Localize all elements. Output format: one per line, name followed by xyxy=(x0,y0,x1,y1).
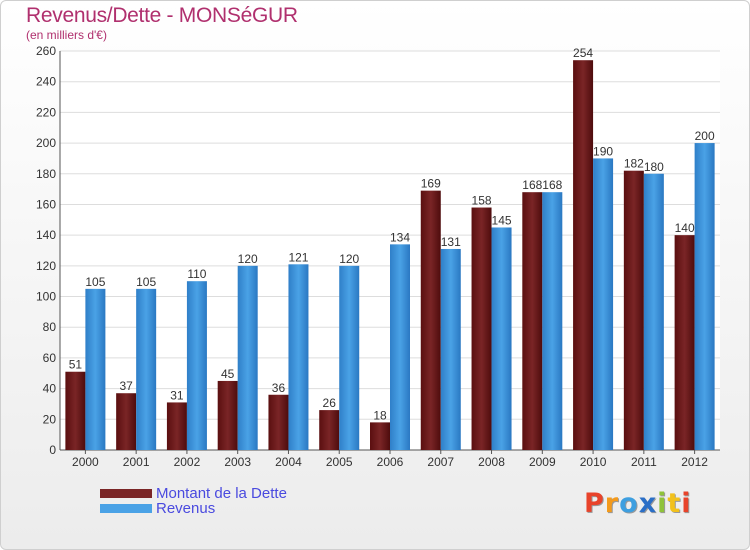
bar-revenus xyxy=(542,192,563,450)
data-label-revenus: 110 xyxy=(187,267,206,281)
legend-label-dette: Montant de la Dette xyxy=(156,485,287,502)
logo-letter: x xyxy=(638,488,658,519)
bar-revenus xyxy=(390,244,410,450)
bar-revenus xyxy=(643,173,664,450)
x-tick-label: 2012 xyxy=(681,455,708,469)
bar-revenus xyxy=(491,227,512,450)
data-label-dette: 169 xyxy=(421,177,441,191)
data-label-dette: 254 xyxy=(573,46,593,60)
y-tick-label: 260 xyxy=(36,44,56,58)
data-label-revenus: 105 xyxy=(136,275,156,289)
data-label-dette: 182 xyxy=(624,157,644,171)
bar-dette xyxy=(573,60,594,450)
x-tick-label: 2009 xyxy=(529,455,556,469)
data-label-revenus: 200 xyxy=(695,129,715,143)
data-label-dette: 158 xyxy=(472,194,492,208)
data-label-revenus: 190 xyxy=(593,144,613,158)
data-label-dette: 18 xyxy=(373,408,387,422)
legend-label-revenus: Revenus xyxy=(156,500,216,517)
bar-dette xyxy=(522,192,543,450)
x-tick-label: 2000 xyxy=(72,455,99,469)
legend-swatch-revenus xyxy=(100,504,152,513)
bar-dette xyxy=(65,371,86,450)
data-label-revenus: 105 xyxy=(85,275,105,289)
y-tick-label: 120 xyxy=(36,259,56,273)
bar-revenus xyxy=(186,281,207,450)
bar-revenus xyxy=(339,265,360,450)
x-tick-label: 2008 xyxy=(478,455,505,469)
bar-dette xyxy=(674,235,695,450)
bar-dette xyxy=(623,170,644,450)
bar-dette xyxy=(268,394,289,450)
data-label-revenus: 120 xyxy=(238,252,258,266)
data-label-revenus: 168 xyxy=(542,178,562,192)
x-tick-label: 2010 xyxy=(580,455,607,469)
logo-letter: i xyxy=(657,488,668,519)
data-label-dette: 45 xyxy=(221,367,235,381)
data-label-revenus: 134 xyxy=(390,230,410,244)
data-label-dette: 140 xyxy=(675,221,695,235)
data-label-dette: 26 xyxy=(323,396,337,410)
logo-letter: i xyxy=(681,488,692,519)
x-tick-label: 2011 xyxy=(631,455,657,469)
bar-dette xyxy=(166,402,187,450)
x-tick-label: 2007 xyxy=(427,455,454,469)
x-tick-label: 2001 xyxy=(123,455,150,469)
bar-revenus xyxy=(237,265,258,450)
bar-revenus xyxy=(288,264,309,450)
logo-letter: o xyxy=(619,488,639,519)
bar-revenus xyxy=(440,248,461,450)
y-tick-label: 60 xyxy=(43,351,57,365)
y-tick-label: 80 xyxy=(43,320,57,334)
y-tick-label: 220 xyxy=(36,105,56,119)
bar-dette xyxy=(420,190,441,450)
x-tick-label: 2006 xyxy=(377,455,404,469)
logo-letter: t xyxy=(667,488,682,519)
data-label-revenus: 145 xyxy=(492,213,512,227)
logo-letter: r xyxy=(604,488,620,519)
x-tick-label: 2005 xyxy=(326,455,353,469)
bar-dette xyxy=(217,380,238,450)
bar-revenus xyxy=(85,288,106,450)
data-label-revenus: 121 xyxy=(288,250,308,264)
bar-revenus xyxy=(593,158,614,450)
y-tick-label: 0 xyxy=(49,443,56,457)
data-label-revenus: 120 xyxy=(339,252,359,266)
bar-revenus xyxy=(694,143,715,451)
data-label-dette: 31 xyxy=(170,388,184,402)
bar-revenus xyxy=(136,288,157,450)
data-label-dette: 51 xyxy=(69,358,83,372)
proxiti-logo: Proxiti xyxy=(584,488,692,519)
chart-subtitle: (en milliers d'€) xyxy=(26,28,107,42)
y-tick-label: 40 xyxy=(43,382,57,396)
chart-title: Revenus/Dette - MONSéGUR xyxy=(26,4,298,27)
data-label-revenus: 180 xyxy=(644,160,664,174)
data-label-dette: 36 xyxy=(272,381,286,395)
y-tick-label: 240 xyxy=(36,75,56,89)
y-tick-label: 100 xyxy=(36,290,56,304)
data-label-revenus: 131 xyxy=(441,235,461,249)
x-tick-label: 2004 xyxy=(275,455,302,469)
y-tick-label: 20 xyxy=(43,412,57,426)
y-tick-label: 200 xyxy=(36,136,56,150)
y-tick-label: 180 xyxy=(36,167,56,181)
x-tick-label: 2002 xyxy=(174,455,201,469)
x-tick-label: 2003 xyxy=(224,455,251,469)
bar-dette xyxy=(471,207,492,450)
logo-letter: P xyxy=(584,488,605,519)
data-label-dette: 168 xyxy=(522,178,542,192)
bar-dette xyxy=(370,422,390,450)
bar-dette xyxy=(116,393,137,450)
y-tick-label: 140 xyxy=(36,228,56,242)
y-tick-label: 160 xyxy=(36,197,56,211)
bar-dette xyxy=(319,410,340,450)
data-label-dette: 37 xyxy=(119,379,133,393)
legend-swatch-dette xyxy=(100,489,152,498)
